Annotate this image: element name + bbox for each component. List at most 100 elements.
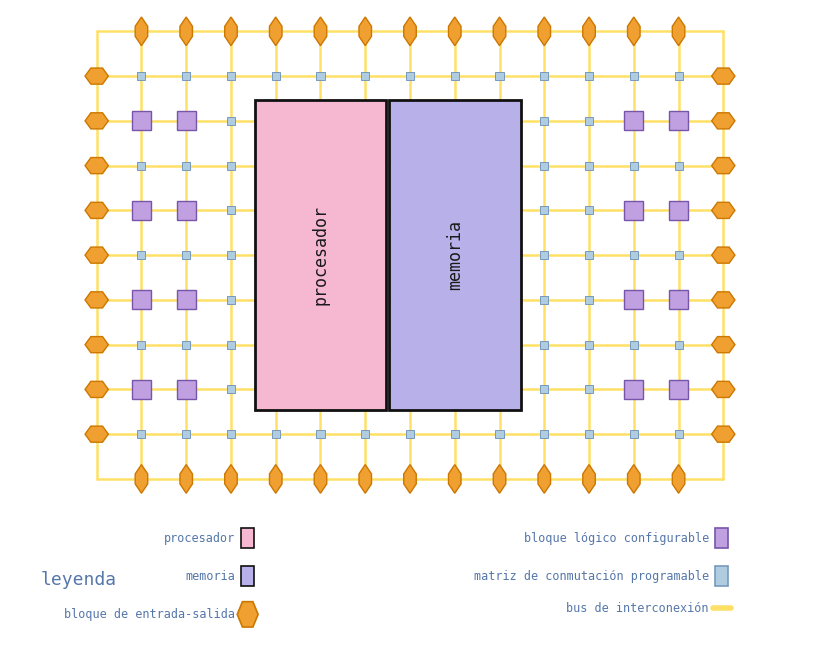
Text: procesador: procesador — [163, 532, 234, 545]
FancyBboxPatch shape — [584, 430, 592, 438]
Polygon shape — [237, 602, 258, 627]
Polygon shape — [359, 17, 371, 46]
Polygon shape — [711, 113, 734, 129]
Polygon shape — [314, 465, 326, 493]
Polygon shape — [711, 202, 734, 218]
Polygon shape — [582, 465, 595, 493]
FancyBboxPatch shape — [623, 201, 642, 220]
FancyBboxPatch shape — [227, 341, 235, 348]
Polygon shape — [627, 465, 640, 493]
FancyBboxPatch shape — [623, 380, 642, 399]
Text: bloque de entrada-salida: bloque de entrada-salida — [64, 608, 234, 621]
FancyBboxPatch shape — [540, 162, 548, 170]
Text: bus de interconexión: bus de interconexión — [566, 601, 708, 614]
FancyBboxPatch shape — [629, 251, 637, 259]
FancyBboxPatch shape — [674, 430, 681, 438]
Polygon shape — [85, 426, 108, 442]
FancyBboxPatch shape — [182, 430, 190, 438]
FancyBboxPatch shape — [132, 291, 151, 309]
Polygon shape — [85, 68, 108, 84]
FancyBboxPatch shape — [227, 117, 235, 125]
FancyBboxPatch shape — [584, 206, 592, 215]
FancyBboxPatch shape — [405, 72, 414, 80]
Polygon shape — [711, 292, 734, 308]
FancyBboxPatch shape — [668, 201, 687, 220]
FancyBboxPatch shape — [241, 566, 254, 586]
FancyBboxPatch shape — [674, 341, 681, 348]
FancyBboxPatch shape — [584, 341, 592, 348]
Polygon shape — [537, 465, 550, 493]
FancyBboxPatch shape — [584, 296, 592, 304]
FancyBboxPatch shape — [361, 430, 369, 438]
FancyBboxPatch shape — [177, 111, 196, 130]
Polygon shape — [537, 17, 550, 46]
FancyBboxPatch shape — [450, 72, 458, 80]
FancyBboxPatch shape — [388, 100, 520, 410]
Polygon shape — [493, 465, 505, 493]
FancyBboxPatch shape — [138, 72, 145, 80]
FancyBboxPatch shape — [540, 117, 548, 125]
Polygon shape — [711, 247, 734, 263]
FancyBboxPatch shape — [495, 72, 503, 80]
FancyBboxPatch shape — [138, 430, 145, 438]
FancyBboxPatch shape — [584, 117, 592, 125]
FancyBboxPatch shape — [361, 72, 369, 80]
Text: memoria: memoria — [185, 570, 234, 583]
FancyBboxPatch shape — [584, 251, 592, 259]
Polygon shape — [85, 202, 108, 218]
Polygon shape — [85, 292, 108, 308]
FancyBboxPatch shape — [227, 385, 235, 393]
FancyBboxPatch shape — [668, 111, 687, 130]
Polygon shape — [403, 17, 416, 46]
FancyBboxPatch shape — [177, 291, 196, 309]
Polygon shape — [711, 157, 734, 174]
FancyBboxPatch shape — [241, 528, 254, 549]
FancyBboxPatch shape — [623, 291, 642, 309]
FancyBboxPatch shape — [271, 72, 279, 80]
Polygon shape — [359, 465, 371, 493]
FancyBboxPatch shape — [674, 162, 681, 170]
Polygon shape — [711, 68, 734, 84]
FancyBboxPatch shape — [177, 380, 196, 399]
FancyBboxPatch shape — [540, 206, 548, 215]
Polygon shape — [711, 382, 734, 397]
FancyBboxPatch shape — [714, 528, 727, 549]
FancyBboxPatch shape — [450, 430, 458, 438]
FancyBboxPatch shape — [674, 251, 681, 259]
Polygon shape — [179, 17, 192, 46]
FancyBboxPatch shape — [540, 430, 548, 438]
FancyBboxPatch shape — [132, 111, 151, 130]
FancyBboxPatch shape — [182, 72, 190, 80]
FancyBboxPatch shape — [182, 162, 190, 170]
FancyBboxPatch shape — [629, 341, 637, 348]
FancyBboxPatch shape — [182, 251, 190, 259]
FancyBboxPatch shape — [540, 72, 548, 80]
FancyBboxPatch shape — [132, 201, 151, 220]
FancyBboxPatch shape — [227, 206, 235, 215]
Text: procesador: procesador — [311, 205, 329, 305]
Polygon shape — [711, 426, 734, 442]
FancyBboxPatch shape — [540, 385, 548, 393]
FancyBboxPatch shape — [316, 72, 324, 80]
Polygon shape — [224, 17, 237, 46]
Polygon shape — [135, 17, 147, 46]
Polygon shape — [269, 17, 282, 46]
Text: leyenda: leyenda — [40, 571, 116, 589]
Polygon shape — [672, 465, 684, 493]
FancyBboxPatch shape — [255, 100, 386, 410]
Polygon shape — [85, 113, 108, 129]
FancyBboxPatch shape — [316, 430, 324, 438]
FancyBboxPatch shape — [584, 72, 592, 80]
FancyBboxPatch shape — [714, 566, 727, 586]
FancyBboxPatch shape — [227, 251, 235, 259]
Polygon shape — [85, 157, 108, 174]
Polygon shape — [85, 247, 108, 263]
FancyBboxPatch shape — [138, 162, 145, 170]
FancyBboxPatch shape — [540, 296, 548, 304]
FancyBboxPatch shape — [381, 100, 520, 410]
Text: memoria: memoria — [446, 220, 464, 290]
FancyBboxPatch shape — [629, 72, 637, 80]
Polygon shape — [269, 465, 282, 493]
Text: matriz de conmutación programable: matriz de conmutación programable — [473, 570, 708, 583]
FancyBboxPatch shape — [182, 341, 190, 348]
